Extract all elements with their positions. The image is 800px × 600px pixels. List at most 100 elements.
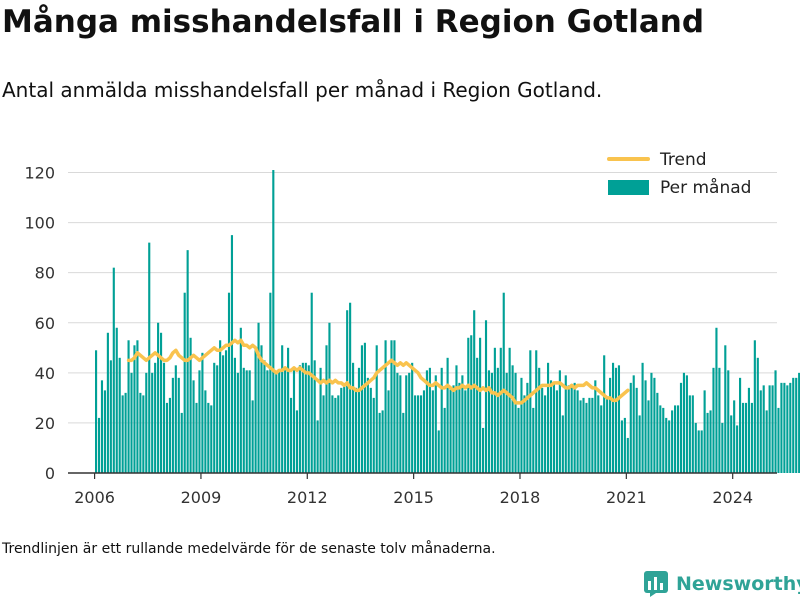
bar (665, 417, 668, 473)
bar (337, 395, 340, 473)
bar (428, 367, 431, 473)
bar (322, 395, 325, 473)
bar (363, 342, 366, 473)
footnote: Trendlinjen är ett rullande medelvärde f… (2, 541, 496, 557)
bar (295, 410, 299, 473)
chart-subtitle: Antal anmälda misshandelsfall per månad … (2, 78, 603, 102)
bar (585, 402, 588, 473)
bar (159, 332, 163, 473)
bar (162, 362, 166, 473)
bar (245, 370, 248, 473)
bar (130, 372, 133, 473)
bar (771, 385, 774, 473)
bar (254, 347, 257, 473)
bar (281, 345, 284, 473)
bar (473, 310, 476, 473)
bar (352, 362, 355, 473)
bar (786, 385, 789, 473)
bar (635, 387, 638, 473)
trend-line (126, 338, 630, 405)
bar (112, 267, 115, 473)
bar (795, 377, 798, 473)
bar (408, 372, 411, 473)
bar (591, 397, 594, 473)
bar (284, 367, 287, 473)
bar (357, 367, 361, 473)
bar (783, 382, 786, 473)
bar (603, 355, 606, 473)
bar (499, 347, 502, 473)
bar (378, 412, 381, 473)
bar (275, 372, 278, 473)
bar (115, 327, 118, 473)
legend-swatch-bars (608, 180, 649, 195)
bar (360, 345, 364, 473)
bar (484, 320, 488, 473)
bar (257, 322, 260, 473)
bar (573, 382, 576, 473)
bar (239, 327, 242, 473)
bar (266, 370, 269, 473)
bar (340, 387, 343, 473)
y-tick-label: 40 (35, 364, 55, 383)
bar (647, 400, 650, 473)
bar (529, 350, 532, 473)
bar (700, 430, 703, 473)
bar (443, 407, 446, 473)
bar (210, 405, 213, 473)
bar (493, 347, 496, 473)
bar (154, 362, 157, 473)
bar (109, 360, 112, 473)
x-tick-label: 2018 (500, 488, 541, 507)
bar (100, 380, 104, 473)
bar (278, 370, 281, 473)
bar (372, 397, 375, 473)
bar (470, 335, 473, 473)
bar (204, 390, 207, 473)
bar (95, 350, 98, 473)
bar (546, 362, 550, 473)
bar (328, 322, 331, 473)
bar (189, 337, 192, 473)
bar (366, 377, 369, 473)
bar (390, 340, 393, 473)
bar (222, 355, 225, 473)
bar (641, 362, 644, 473)
bar (227, 292, 231, 473)
bar (567, 385, 570, 473)
bar (479, 337, 482, 473)
bar (682, 372, 686, 473)
bar (195, 402, 198, 473)
bar (452, 385, 455, 473)
y-tick-label: 80 (35, 264, 55, 283)
y-tick-label: 20 (35, 414, 55, 433)
bar (724, 345, 727, 473)
bar (464, 390, 467, 473)
bar (260, 345, 263, 473)
bar (496, 367, 499, 473)
bar (594, 380, 597, 473)
bar (233, 357, 236, 473)
bar (526, 382, 529, 473)
bar (97, 417, 101, 473)
bar (520, 377, 523, 473)
bar (777, 407, 780, 473)
bar (614, 367, 618, 473)
bar (712, 367, 715, 473)
bar (455, 365, 458, 473)
bar (798, 372, 800, 473)
bar (411, 362, 414, 473)
bar (301, 362, 304, 473)
bar (650, 372, 653, 473)
bar (579, 400, 582, 473)
x-tick-label: 2006 (74, 488, 115, 507)
bar (774, 370, 777, 473)
bar (219, 340, 222, 473)
bar (792, 377, 795, 473)
bar (789, 382, 792, 473)
bar (733, 400, 736, 473)
bar-chart-icon (644, 571, 668, 597)
bar (626, 437, 629, 473)
bar (236, 372, 239, 473)
bar (508, 347, 511, 473)
